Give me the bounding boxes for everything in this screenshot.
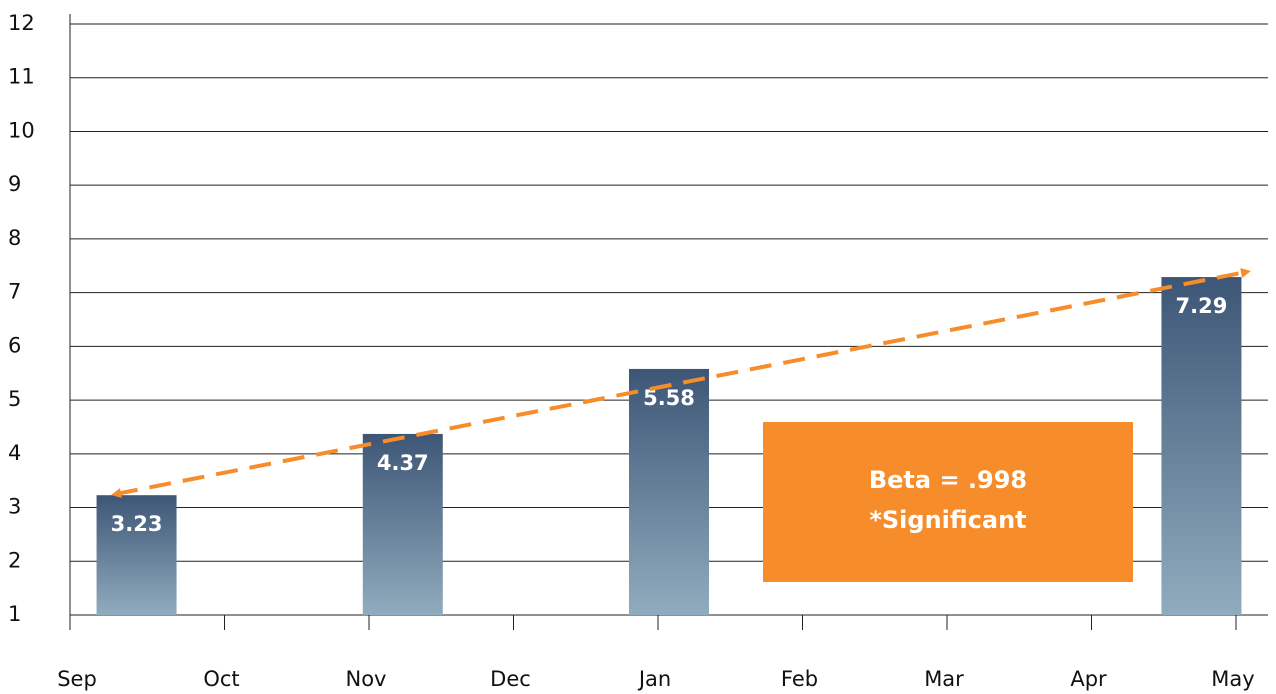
y-tick-label: 2 bbox=[8, 548, 21, 572]
value-label: 4.37 bbox=[377, 451, 429, 475]
x-tick-label: Feb bbox=[781, 667, 818, 691]
annotation-text: *Significant bbox=[869, 506, 1026, 534]
value-label: 7.29 bbox=[1176, 294, 1228, 318]
y-tick-label: 10 bbox=[8, 118, 35, 142]
y-tick-label: 7 bbox=[8, 280, 21, 304]
y-tick-label: 1 bbox=[8, 602, 21, 626]
x-tick-label: Apr bbox=[1070, 667, 1107, 691]
y-tick-label: 4 bbox=[8, 441, 21, 465]
y-tick-label: 5 bbox=[8, 387, 21, 411]
bar bbox=[96, 495, 177, 615]
x-tick-label: Dec bbox=[490, 667, 531, 691]
annotation-text: Beta = .998 bbox=[869, 466, 1027, 494]
y-tick-label: 12 bbox=[8, 11, 35, 35]
value-label: 3.23 bbox=[111, 512, 163, 536]
bar bbox=[1161, 277, 1242, 615]
x-tick-label: Mar bbox=[924, 667, 964, 691]
x-tick-label: May bbox=[1211, 667, 1254, 691]
x-tick-label: Oct bbox=[203, 667, 239, 691]
x-tick-label: Sep bbox=[57, 667, 97, 691]
y-tick-label: 11 bbox=[8, 65, 35, 89]
y-tick-label: 3 bbox=[8, 495, 21, 519]
y-tick-label: 8 bbox=[8, 226, 21, 250]
trend-arrow bbox=[111, 268, 1251, 498]
y-tick-label: 6 bbox=[8, 333, 21, 357]
y-tick-label: 9 bbox=[8, 172, 21, 196]
x-tick-label: Nov bbox=[346, 667, 387, 691]
x-tick-label: Jan bbox=[637, 667, 671, 691]
annotation-box bbox=[763, 422, 1133, 582]
